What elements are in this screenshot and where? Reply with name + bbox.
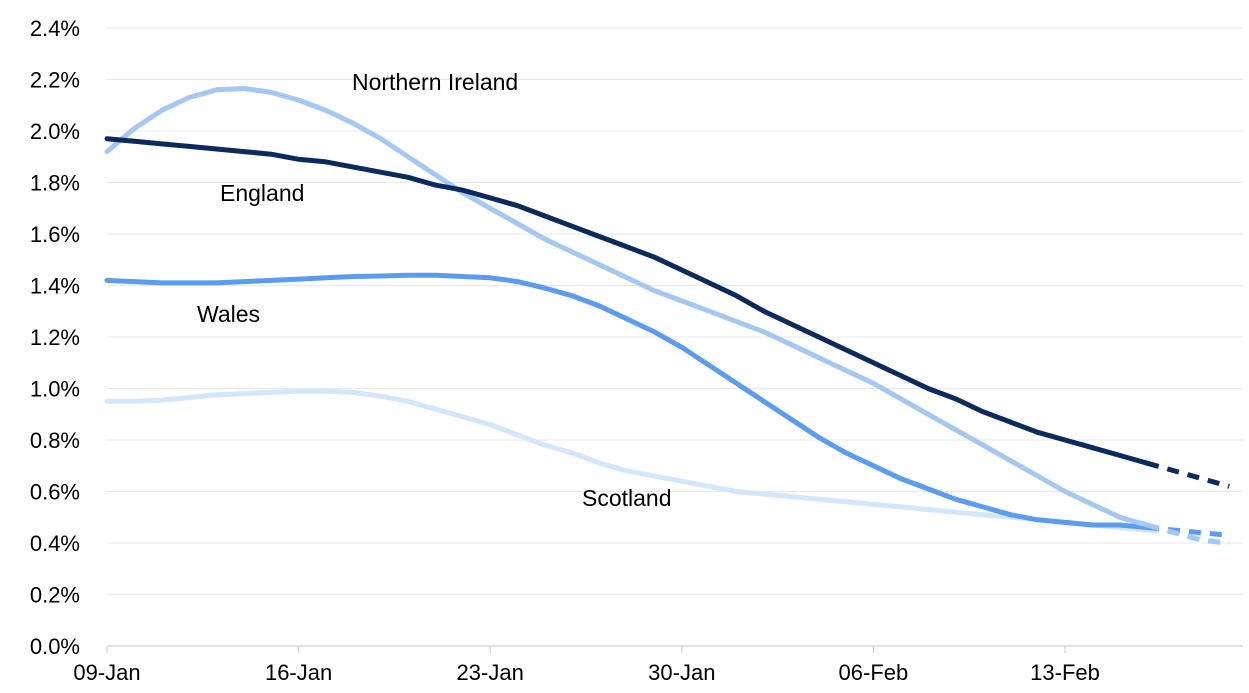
- y-tick-label: 0.2%: [30, 583, 80, 608]
- series-label-wales: Wales: [197, 301, 260, 327]
- series-line-wales: [104, 272, 1150, 530]
- series-labels: England Northern Ireland Wales Scotland: [197, 69, 672, 511]
- y-tick-label: 2.2%: [30, 68, 80, 93]
- series-line-england: [104, 136, 1150, 466]
- y-tick-label: 0.0%: [30, 634, 80, 659]
- series-line-scotland: [104, 388, 1150, 533]
- y-tick-label: 2.0%: [30, 119, 80, 144]
- series-projection-northern-ireland: [1146, 522, 1230, 546]
- x-tick-label: 13-Feb: [1030, 660, 1100, 685]
- x-tick-label: 30-Jan: [648, 660, 715, 685]
- y-tick-label: 1.4%: [30, 274, 80, 299]
- y-tick-label: 1.6%: [30, 222, 80, 247]
- y-tick-label: 0.6%: [30, 480, 80, 505]
- y-tick-label: 0.8%: [30, 428, 80, 453]
- series-projection-england: [1146, 460, 1230, 489]
- x-tick-label: 06-Feb: [839, 660, 909, 685]
- x-tick-label: 23-Jan: [457, 660, 524, 685]
- series-label-england: England: [220, 180, 304, 206]
- y-tick-label: 0.4%: [30, 531, 80, 556]
- series-line-northern-ireland: [104, 86, 1150, 528]
- series-label-northern-ireland: Northern Ireland: [352, 69, 518, 95]
- series-lines: [104, 86, 1230, 549]
- x-tick-label: 09-Jan: [73, 660, 140, 685]
- x-axis: 09-Jan 16-Jan 23-Jan 30-Jan 06-Feb 13-Feb: [73, 645, 1243, 685]
- gridlines: [107, 27, 1243, 595]
- y-tick-label: 1.8%: [30, 171, 80, 196]
- y-tick-label: 1.0%: [30, 377, 80, 402]
- y-axis-ticks: 0.0% 0.2% 0.4% 0.6% 0.8% 1.0% 1.2% 1.4% 1.6% 1.8%…: [30, 16, 80, 659]
- y-tick-label: 2.4%: [30, 16, 80, 41]
- series-projection-wales: [1146, 525, 1230, 538]
- y-tick-label: 1.2%: [30, 325, 80, 350]
- x-tick-label: 16-Jan: [265, 660, 332, 685]
- series-label-scotland: Scotland: [582, 485, 672, 511]
